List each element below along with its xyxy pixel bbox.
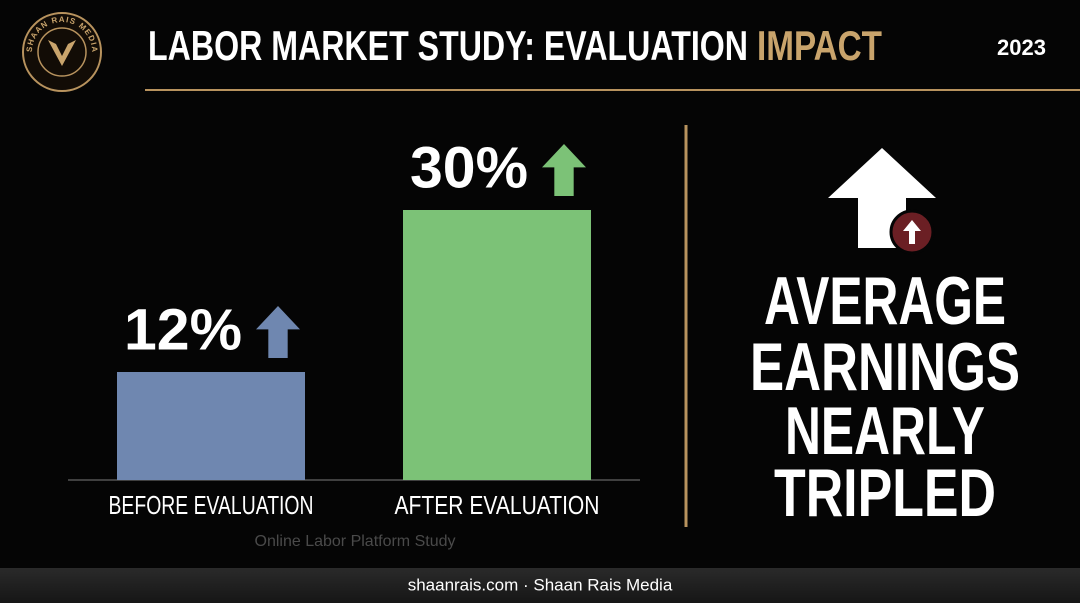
headline-line: NEARLY (785, 393, 985, 469)
value-label: 12% (124, 297, 242, 362)
headline-line: TRIPLED (774, 455, 996, 531)
category-label: BEFORE EVALUATION (109, 490, 314, 520)
title-highlight: IMPACT (757, 22, 882, 69)
bar (403, 210, 591, 480)
trend-arrow (542, 144, 586, 196)
source: Online Labor Platform Study (255, 533, 456, 550)
value-label: 30% (410, 135, 528, 200)
footer-bar (0, 568, 1080, 603)
big-arrow (828, 148, 936, 255)
bar (117, 372, 305, 480)
headline-line: EARNINGS (750, 329, 1020, 405)
logo: SHAAN RAIS MEDIA (22, 12, 102, 92)
year: 2023 (997, 35, 1046, 60)
title: LABOR MARKET STUDY: EVALUATION (148, 22, 748, 69)
trend-arrow (256, 306, 300, 358)
category-label: AFTER EVALUATION (395, 490, 600, 520)
headline-line: AVERAGE (764, 263, 1006, 339)
footer: shaanrais.com · Shaan Rais Media (408, 575, 673, 594)
